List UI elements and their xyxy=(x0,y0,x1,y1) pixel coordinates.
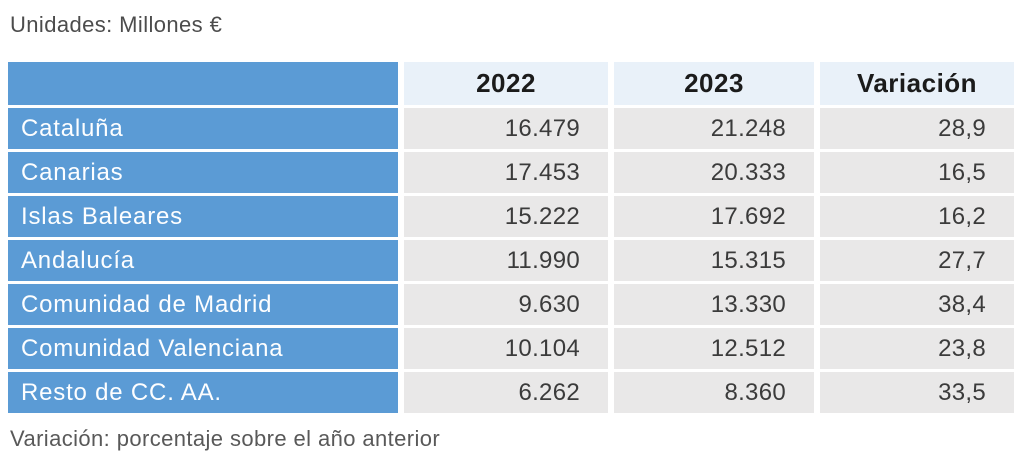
value-variacion: 23,8 xyxy=(820,328,1014,369)
value-variacion: 27,7 xyxy=(820,240,1014,281)
value-variacion: 33,5 xyxy=(820,372,1014,413)
region-header-cell xyxy=(8,62,398,105)
value-2022: 9.630 xyxy=(404,284,608,325)
table-header-row: 2022 2023 Variación xyxy=(8,62,1014,105)
region-label: Andalucía xyxy=(8,240,398,281)
value-variacion: 16,5 xyxy=(820,152,1014,193)
value-2023: 8.360 xyxy=(614,372,814,413)
region-label: Resto de CC. AA. xyxy=(8,372,398,413)
region-label: Comunidad Valenciana xyxy=(8,328,398,369)
table-row: Comunidad de Madrid 9.630 13.330 38,4 xyxy=(8,284,1014,325)
value-2022: 15.222 xyxy=(404,196,608,237)
footnote: Variación: porcentaje sobre el año anter… xyxy=(10,426,441,451)
value-2023: 13.330 xyxy=(614,284,814,325)
value-2023: 17.692 xyxy=(614,196,814,237)
region-label: Islas Baleares xyxy=(8,196,398,237)
regions-table: 2022 2023 Variación Cataluña 16.479 21.2… xyxy=(8,62,1014,416)
table-row: Andalucía 11.990 15.315 27,7 xyxy=(8,240,1014,281)
value-2022: 6.262 xyxy=(404,372,608,413)
table-row: Cataluña 16.479 21.248 28,9 xyxy=(8,108,1014,149)
value-variacion: 16,2 xyxy=(820,196,1014,237)
value-2022: 10.104 xyxy=(404,328,608,369)
table-row: Resto de CC. AA. 6.262 8.360 33,5 xyxy=(8,372,1014,413)
units-label: Unidades: Millones € xyxy=(10,12,223,37)
region-label: Cataluña xyxy=(8,108,398,149)
value-2022: 11.990 xyxy=(404,240,608,281)
value-2023: 20.333 xyxy=(614,152,814,193)
table-row: Canarias 17.453 20.333 16,5 xyxy=(8,152,1014,193)
region-label: Canarias xyxy=(8,152,398,193)
value-2023: 15.315 xyxy=(614,240,814,281)
region-label: Comunidad de Madrid xyxy=(8,284,398,325)
table-row: Comunidad Valenciana 10.104 12.512 23,8 xyxy=(8,328,1014,369)
value-2023: 12.512 xyxy=(614,328,814,369)
column-header-variacion: Variación xyxy=(820,62,1014,105)
value-2023: 21.248 xyxy=(614,108,814,149)
value-variacion: 38,4 xyxy=(820,284,1014,325)
value-variacion: 28,9 xyxy=(820,108,1014,149)
column-header-2022: 2022 xyxy=(404,62,608,105)
column-header-2023: 2023 xyxy=(614,62,814,105)
value-2022: 17.453 xyxy=(404,152,608,193)
table-row: Islas Baleares 15.222 17.692 16,2 xyxy=(8,196,1014,237)
value-2022: 16.479 xyxy=(404,108,608,149)
